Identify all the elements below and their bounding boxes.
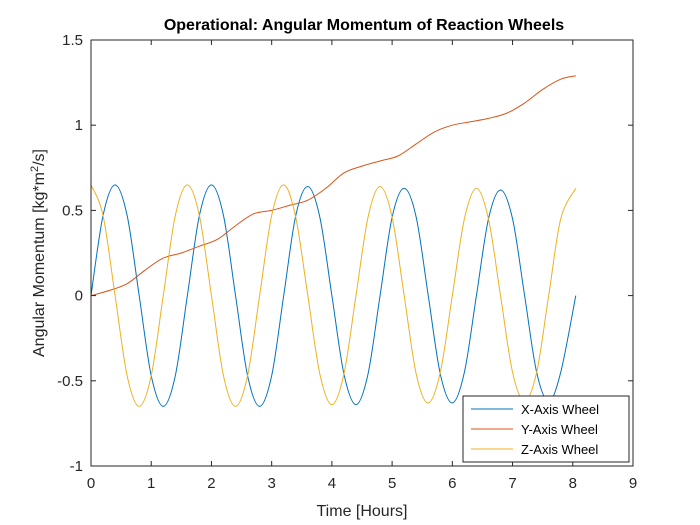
chart-title: Operational: Angular Momentum of Reactio… [164, 17, 564, 34]
y-tick-label: 0 [75, 288, 83, 305]
legend-label-1: X-Axis Wheel [521, 402, 599, 417]
y-tick-labels: -1 -0.5 0 0.5 1 1.5 [57, 32, 83, 475]
x-tick-label: 4 [328, 475, 336, 492]
legend-label-2: Y-Axis Wheel [521, 422, 598, 437]
x-tick-label: 7 [508, 475, 516, 492]
y-tick-label: 1.5 [62, 32, 83, 49]
y-tick-label: 1 [75, 117, 83, 134]
x-tick-label: 3 [267, 475, 275, 492]
y-axis-title-suffix: /s] [31, 149, 48, 166]
legend-label-3: Z-Axis Wheel [521, 442, 598, 457]
series-line-2 [90, 75, 576, 297]
x-tick-label: 8 [569, 475, 577, 492]
series-line-3 [90, 184, 577, 407]
x-tick-labels: 0 1 2 3 4 5 6 7 8 9 [87, 475, 637, 492]
series-layer [90, 75, 577, 407]
y-tick-label: -0.5 [57, 373, 83, 390]
series-line-1 [90, 184, 577, 407]
x-tick-label: 5 [388, 475, 396, 492]
y-axis-title: Angular Momentum [kg*m2/s] [29, 149, 48, 357]
x-axis-title: Time [Hours] [317, 503, 408, 520]
y-tick-label: 0.5 [62, 202, 83, 219]
legend: X-Axis Wheel Y-Axis Wheel Z-Axis Wheel [462, 395, 630, 463]
y-axis-title-superscript: 2 [29, 166, 41, 172]
x-tick-label: 2 [207, 475, 215, 492]
x-tick-label: 1 [147, 475, 155, 492]
y-tick-label: -1 [70, 458, 83, 475]
axes-box [90, 39, 634, 467]
x-tick-label: 9 [629, 475, 637, 492]
y-axis-title-main: Angular Momentum [kg*m [31, 172, 48, 357]
axes-layer [90, 39, 634, 467]
x-tick-label: 6 [448, 475, 456, 492]
x-tick-label: 0 [87, 475, 95, 492]
